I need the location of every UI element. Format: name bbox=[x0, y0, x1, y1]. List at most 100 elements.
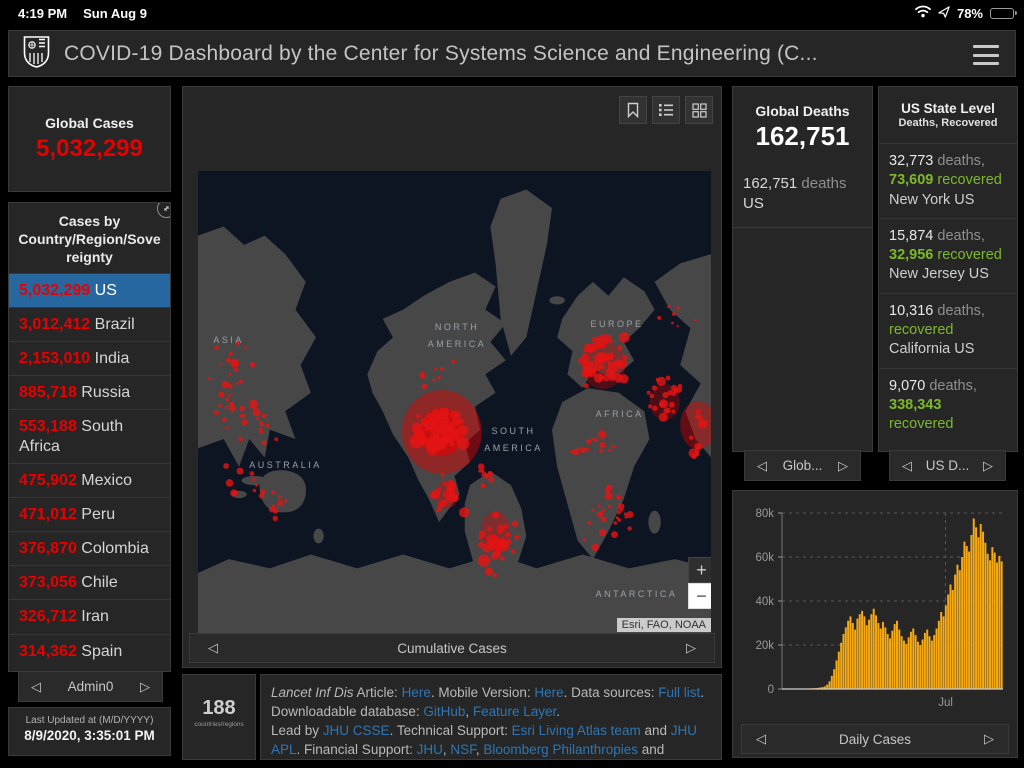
case-count: 475,902 bbox=[19, 471, 77, 489]
state-row-4[interactable]: 9,070 deaths, 338,343 recovered bbox=[879, 367, 1017, 443]
link-jhu-csse[interactable]: JHU CSSE bbox=[322, 723, 390, 739]
link-github[interactable]: GitHub bbox=[423, 704, 466, 720]
case-count: 2,153,010 bbox=[19, 349, 91, 367]
last-updated-value: 8/9/2020, 3:35:01 PM bbox=[24, 728, 155, 743]
chevron-right-icon[interactable]: ▷ bbox=[984, 731, 994, 746]
state-recovered-count: 32,956 bbox=[889, 247, 934, 264]
svg-text:60k: 60k bbox=[755, 552, 774, 564]
country-row-mexico[interactable]: 475,902 Mexico bbox=[9, 462, 170, 497]
state-deaths-count: 32,773 bbox=[889, 153, 934, 169]
case-count: 471,012 bbox=[19, 505, 77, 523]
link-here[interactable]: Here bbox=[401, 685, 431, 700]
state-recovered-count: 338,343 bbox=[889, 396, 942, 413]
country-list: 5,032,299 US 3,012,412 Brazil 2,153,010 In… bbox=[9, 272, 170, 668]
chevron-right-icon[interactable]: ▷ bbox=[140, 678, 150, 694]
hamburger-menu-icon[interactable] bbox=[973, 45, 999, 65]
country-row-brazil[interactable]: 3,012,412 Brazil bbox=[9, 306, 170, 341]
chevron-right-icon[interactable]: ▷ bbox=[982, 457, 993, 473]
country-row-india[interactable]: 2,153,010 India bbox=[9, 340, 170, 375]
map-mode-pager: ◁ Cumulative Cases ▷ bbox=[189, 633, 715, 663]
chevron-right-icon[interactable]: ▷ bbox=[686, 640, 696, 655]
countries-count-panel: 188 countries/regions bbox=[182, 674, 256, 760]
chart-mode-pager: ◁ Daily Cases ▷ bbox=[741, 724, 1009, 754]
country-row-south-africa[interactable]: 553,188 South Africa bbox=[9, 409, 170, 462]
state-row-3[interactable]: 10,316 deaths, recovered California US bbox=[879, 292, 1017, 368]
us-state-list: 32,773 deaths, 73,609 recovered New York… bbox=[879, 143, 1017, 442]
bookmark-icon[interactable] bbox=[619, 96, 647, 124]
link-esri-living-atlas-team[interactable]: Esri Living Atlas team bbox=[511, 723, 641, 739]
map-label-australia: AUSTRALIA bbox=[249, 459, 322, 470]
country-name: Spain bbox=[81, 642, 123, 660]
chevron-left-icon[interactable]: ◁ bbox=[902, 457, 912, 473]
case-count: 373,056 bbox=[19, 574, 77, 592]
svg-text:Jul: Jul bbox=[938, 697, 953, 709]
country-list-title: Cases by Country/Region/Sovereignty bbox=[18, 213, 161, 266]
zoom-out-button[interactable]: − bbox=[688, 583, 711, 609]
last-updated-label: Last Updated at (M/D/YYYY) bbox=[25, 715, 154, 726]
link-full-list[interactable]: Full list bbox=[658, 685, 701, 700]
chevron-left-icon[interactable]: ◁ bbox=[757, 457, 767, 473]
chevron-left-icon[interactable]: ◁ bbox=[31, 678, 41, 694]
map-label-antarctica: ANTARCTICA bbox=[595, 589, 678, 600]
country-name: Peru bbox=[81, 505, 116, 523]
expand-icon[interactable] bbox=[157, 203, 170, 218]
global-deaths-label: Global Deaths bbox=[755, 103, 850, 119]
country-row-russia[interactable]: 885,718 Russia bbox=[9, 375, 170, 409]
case-count: 314,362 bbox=[19, 642, 77, 660]
state-name: New Jersey US bbox=[889, 266, 989, 283]
country-name: Chile bbox=[81, 574, 118, 592]
chevron-left-icon[interactable]: ◁ bbox=[208, 640, 218, 655]
state-row-1[interactable]: 32,773 deaths, 73,609 recovered New York… bbox=[879, 143, 1017, 218]
map-label-north-america: NORTH AMERICA bbox=[427, 321, 487, 349]
link-jhu-apl[interactable]: JHU APL bbox=[271, 723, 697, 758]
country-row-iran[interactable]: 326,712 Iran bbox=[9, 599, 170, 633]
country-row-chile[interactable]: 373,056 Chile bbox=[9, 565, 170, 599]
country-row-colombia[interactable]: 376,870 Colombia bbox=[9, 531, 170, 565]
chevron-left-icon[interactable]: ◁ bbox=[756, 731, 766, 746]
legend-list-icon[interactable] bbox=[652, 96, 680, 124]
country-row-us[interactable]: 5,032,299 US bbox=[9, 272, 170, 307]
country-row-peru[interactable]: 471,012 Peru bbox=[9, 496, 170, 531]
country-name: Colombia bbox=[81, 540, 149, 558]
wifi-icon bbox=[915, 5, 931, 21]
clock: 4:19 PM bbox=[18, 5, 68, 21]
chevron-right-icon[interactable]: ▷ bbox=[838, 457, 848, 473]
deaths-list-item[interactable]: 162,751 deaths US bbox=[733, 168, 872, 228]
link-jhu[interactable]: JHU bbox=[416, 742, 443, 758]
link-nsf[interactable]: NSF bbox=[450, 742, 476, 758]
case-count: 553,188 bbox=[19, 418, 77, 436]
country-name: Russia bbox=[81, 384, 131, 402]
state-name: New York US bbox=[889, 191, 975, 208]
state-deaths-count: 10,316 bbox=[889, 302, 934, 319]
date: Sun Aug 9 bbox=[83, 5, 147, 21]
svg-text:0: 0 bbox=[768, 684, 774, 696]
state-row-2[interactable]: 15,874 deaths, 32,956 recovered New Jers… bbox=[879, 217, 1017, 293]
map-pager-label: Cumulative Cases bbox=[397, 640, 507, 656]
country-row-spain[interactable]: 314,362 Spain bbox=[9, 633, 170, 668]
cases-by-country-panel: Cases by Country/Region/Sovereignty 5,03… bbox=[8, 202, 171, 672]
map-toolbar bbox=[619, 96, 713, 124]
global-deaths-pager-label: Glob... bbox=[782, 458, 823, 473]
battery-percent: 78% bbox=[956, 5, 983, 21]
us-state-level-panel: US State Level Deaths, Recovered 32,773 … bbox=[878, 86, 1018, 452]
countries-count-value: 188 bbox=[202, 697, 236, 719]
page-title: COVID-19 Dashboard by the Center for Sys… bbox=[64, 41, 818, 65]
map-label-africa: AFRICA bbox=[595, 408, 644, 419]
app-header: COVID-19 Dashboard by the Center for Sys… bbox=[8, 30, 1016, 77]
map-attribution: Esri, FAO, NOAA bbox=[616, 618, 711, 632]
svg-text:20k: 20k bbox=[755, 640, 774, 652]
link-feature-layer[interactable]: Feature Layer bbox=[472, 704, 557, 720]
map-label-europe: EUROPE bbox=[590, 318, 644, 329]
us-state-title: US State Level bbox=[901, 101, 995, 116]
deaths-place: US bbox=[743, 195, 764, 213]
link-here[interactable]: Here bbox=[534, 685, 564, 700]
basemap-grid-icon[interactable] bbox=[685, 96, 713, 124]
world-map[interactable]: ASIA NORTH AMERICA EUROPE AFRICA SOUTH AMERI… bbox=[198, 171, 711, 633]
zoom-in-button[interactable]: + bbox=[688, 557, 711, 583]
link-bloomberg-philanthropies[interactable]: Bloomberg Philanthropies bbox=[483, 742, 638, 758]
case-count: 885,718 bbox=[19, 384, 77, 402]
state-deaths-count: 9,070 bbox=[889, 377, 926, 394]
map-panel: ASIA NORTH AMERICA EUROPE AFRICA SOUTH AMERI… bbox=[182, 86, 722, 668]
map-zoom-controls: + − bbox=[688, 557, 711, 609]
svg-text:80k: 80k bbox=[755, 508, 774, 520]
